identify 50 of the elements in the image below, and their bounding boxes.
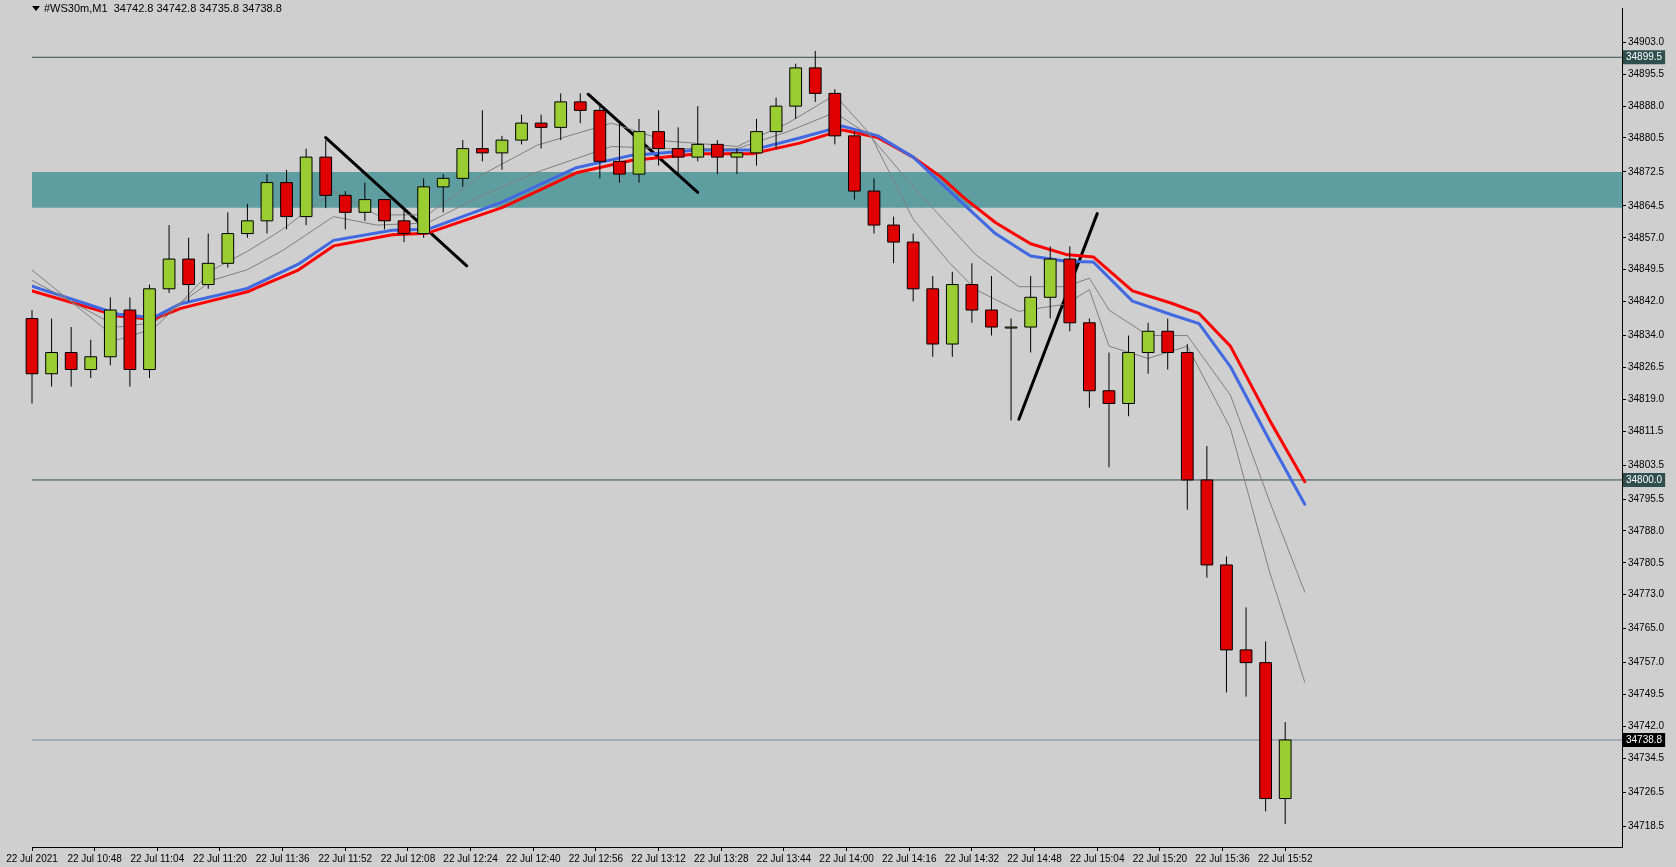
x-tick-label: 22 Jul 13:28	[694, 852, 749, 864]
x-tick-label: 22 Jul 13:12	[631, 852, 687, 864]
y-tick-label: 34864.5	[1628, 199, 1665, 211]
ref-line-label: 34899.5	[1626, 51, 1663, 63]
x-tick-label: 22 Jul 13:44	[756, 852, 812, 864]
y-tick-label: 34857.0	[1628, 231, 1665, 243]
y-tick-label: 34872.5	[1628, 165, 1665, 177]
y-tick-label: 34849.5	[1628, 263, 1665, 275]
y-tick-label: 34788.0	[1628, 524, 1665, 536]
x-tick-label: 22 Jul 10:48	[67, 852, 123, 864]
x-tick-label: 22 Jul 2021	[6, 852, 59, 864]
y-tick-label: 34773.0	[1628, 588, 1665, 600]
y-tick-label: 34803.5	[1628, 458, 1665, 470]
x-tick-label: 22 Jul 15:20	[1132, 852, 1188, 864]
y-tick-label: 34880.5	[1628, 131, 1665, 143]
chart-title: #WS30m,M1 34742.8 34742.8 34735.8 34738.8	[44, 2, 282, 14]
x-tick-label: 22 Jul 15:36	[1195, 852, 1251, 864]
x-tick-label: 22 Jul 14:32	[944, 852, 1000, 864]
y-tick-label: 34742.0	[1628, 720, 1665, 732]
x-tick-label: 22 Jul 14:00	[819, 852, 875, 864]
x-tick-label: 22 Jul 11:04	[130, 852, 185, 864]
y-tick-label: 34795.5	[1628, 492, 1665, 504]
y-tick-label: 34811.5	[1628, 424, 1664, 436]
y-tick-label: 34903.0	[1628, 36, 1665, 48]
ref-line-label: 34738.8	[1626, 733, 1663, 745]
y-tick-label: 34734.5	[1628, 751, 1665, 763]
x-tick-label: 22 Jul 11:36	[255, 852, 310, 864]
y-tick-label: 34780.5	[1628, 556, 1665, 568]
y-tick-label: 34888.0	[1628, 99, 1665, 111]
x-tick-label: 22 Jul 14:48	[1007, 852, 1063, 864]
x-tick-label: 22 Jul 12:24	[443, 852, 499, 864]
y-tick-label: 34726.5	[1628, 785, 1665, 797]
y-tick-label: 34819.0	[1628, 393, 1665, 404]
ref-line-label: 34800.0	[1626, 473, 1663, 485]
x-tick-label: 22 Jul 15:04	[1069, 852, 1125, 864]
y-tick-label: 34749.5	[1628, 688, 1665, 700]
y-tick-label: 34895.5	[1628, 68, 1665, 80]
x-tick-label: 22 Jul 11:20	[193, 852, 248, 864]
x-tick-label: 22 Jul 11:52	[318, 852, 373, 864]
y-tick-label: 34826.5	[1628, 361, 1665, 373]
y-tick-label: 34842.0	[1628, 295, 1665, 307]
y-tick-label: 34834.0	[1628, 329, 1665, 341]
x-tick-label: 22 Jul 12:56	[568, 852, 624, 864]
y-tick-label: 34757.0	[1628, 656, 1665, 668]
y-tick-label: 34765.0	[1628, 622, 1665, 634]
x-tick-label: 22 Jul 12:40	[506, 852, 561, 864]
x-tick-label: 22 Jul 15:52	[1257, 852, 1313, 864]
y-tick-label: 34718.5	[1628, 819, 1665, 831]
x-tick-label: 22 Jul 12:08	[380, 852, 436, 864]
x-tick-label: 22 Jul 14:16	[881, 852, 937, 864]
